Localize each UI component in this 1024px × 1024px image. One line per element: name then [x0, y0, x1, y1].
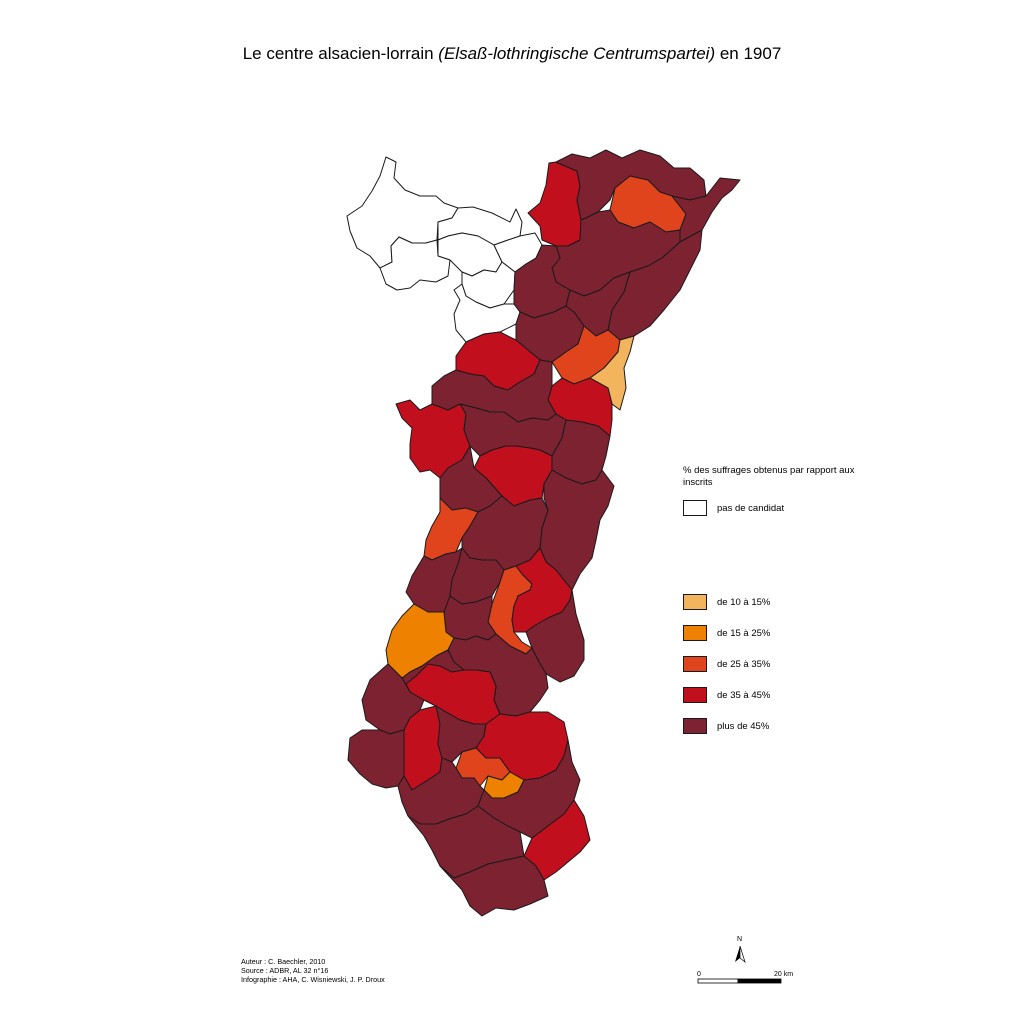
legend-item-35-45: de 35 à 45%: [683, 687, 770, 703]
legend-item-no-candidate: pas de candidat: [683, 500, 784, 516]
north-label: N: [737, 936, 743, 943]
legend-label: de 25 à 35%: [717, 658, 771, 670]
legend: % des suffrages obtenus par rapport aux …: [683, 465, 883, 734]
legend-item-over-45: plus de 45%: [683, 718, 769, 734]
legend-swatch: [683, 625, 707, 641]
legend-swatch: [683, 687, 707, 703]
district-50: [407, 805, 525, 879]
district-8: [527, 161, 582, 247]
north-arrow-icon: [735, 946, 740, 962]
legend-label: de 35 à 45%: [717, 689, 771, 701]
title-main: Le centre alsacien-lorrain: [242, 44, 439, 63]
legend-item-10-15: de 10 à 15%: [683, 594, 770, 610]
legend-label: plus de 45%: [717, 720, 770, 732]
credits-source: Source : ADBR, AL 32 n°16: [241, 966, 329, 975]
district-34: [443, 595, 497, 641]
credits: Auteur : C. Baechler, 2010 Source : ADBR…: [241, 957, 385, 984]
credits-author: Auteur : C. Baechler, 2010: [241, 957, 326, 966]
scale-segment-black: [737, 978, 782, 984]
scale-segment-white: [697, 978, 739, 984]
credits-infographics: Infographie : AHA, C. Wisniewski, J. P. …: [241, 975, 385, 984]
legend-item-15-25: de 15 à 25%: [683, 625, 770, 641]
map-title: Le centre alsacien-lorrain (Elsaß-lothri…: [0, 44, 1024, 64]
legend-label: de 15 à 25%: [717, 627, 771, 639]
title-italic: (Elsaß-lothringische Centrumspartei): [438, 44, 716, 63]
district-46: [347, 729, 405, 789]
legend-label: pas de candidat: [717, 502, 785, 514]
legend-label: de 10 à 15%: [717, 596, 771, 608]
scale-graphic: [697, 945, 782, 984]
legend-swatch: [683, 594, 707, 610]
legend-swatch: [683, 656, 707, 672]
legend-title: % des suffrages obtenus par rapport aux …: [683, 465, 855, 488]
district-18: [589, 335, 635, 411]
scale-start-label: 0: [697, 971, 701, 978]
north-arrow-outline-icon: [739, 945, 746, 963]
district-7: [453, 283, 521, 343]
scale-bar: N 0 20 km: [697, 934, 797, 994]
district-51: [439, 855, 549, 917]
title-year: en 1907: [715, 44, 782, 63]
legend-swatch: [683, 500, 707, 516]
scale-end-label: 20 km: [774, 971, 794, 978]
district-36: [525, 589, 585, 683]
district-4: [379, 236, 451, 291]
legend-item-25-35: de 25 à 35%: [683, 656, 770, 672]
districts-layer: [346, 149, 741, 917]
legend-swatch: [683, 718, 707, 734]
